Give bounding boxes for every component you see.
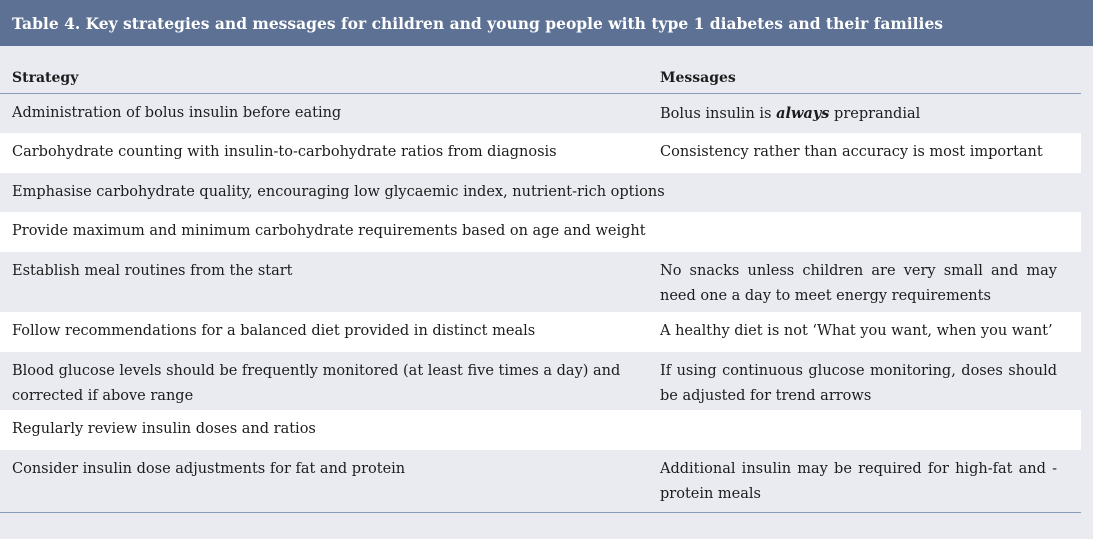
- message-cell: [660, 417, 1069, 443]
- header-messages: Messages: [660, 70, 736, 86]
- strategy-cell: Follow recommendations for a balanced di…: [12, 323, 536, 339]
- table-row: Administration of bolus insulin before e…: [0, 94, 1081, 133]
- table-header-row: Strategy Messages: [0, 46, 1081, 94]
- strategy-cell: Provide maximum and minimum carbohydrate…: [12, 223, 646, 239]
- message-cell: Bolus insulin is always preprandial: [660, 101, 1069, 126]
- strategy-cell: Administration of bolus insulin before e…: [12, 105, 342, 121]
- message-emphasis: always: [776, 105, 830, 122]
- message-cell: Additional insulin may be required for h…: [660, 461, 1057, 502]
- message-cell: Consistency rather than accuracy is most…: [660, 144, 1043, 160]
- message-text: preprandial: [829, 106, 921, 122]
- table-row: Establish meal routines from the start N…: [0, 252, 1081, 312]
- strategy-cell: Emphasise carbohydrate quality, encourag…: [12, 184, 665, 200]
- table-row: Carbohydrate counting with insulin-to-ca…: [0, 133, 1081, 173]
- message-cell: If using continuous glucose monitoring, …: [660, 363, 1057, 404]
- table-row: Regularly review insulin doses and ratio…: [0, 410, 1081, 450]
- strategy-cell: Carbohydrate counting with insulin-to-ca…: [12, 144, 557, 160]
- message-cell: [700, 180, 1069, 205]
- message-cell: A healthy diet is not ‘What you want, wh…: [660, 323, 1053, 339]
- strategy-cell: Establish meal routines from the start: [12, 263, 293, 279]
- table-row: Consider insulin dose adjustments for fa…: [0, 450, 1081, 513]
- table-title: Table 4. Key strategies and messages for…: [0, 0, 1093, 46]
- table-row: Provide maximum and minimum carbohydrate…: [0, 212, 1081, 252]
- strategy-cell: Consider insulin dose adjustments for fa…: [12, 461, 406, 477]
- table-row: Follow recommendations for a balanced di…: [0, 312, 1081, 352]
- message-cell: [660, 219, 1069, 245]
- message-text: Bolus insulin is: [660, 106, 777, 122]
- table-row: Blood glucose levels should be frequentl…: [0, 352, 1081, 410]
- header-strategy: Strategy: [12, 70, 79, 86]
- strategy-cell: Blood glucose levels should be frequentl…: [12, 363, 621, 404]
- table-row: Emphasise carbohydrate quality, encourag…: [0, 173, 1081, 212]
- strategy-cell: Regularly review insulin doses and ratio…: [12, 421, 316, 437]
- message-cell: No snacks unless children are very small…: [660, 263, 1057, 304]
- strategies-table: Strategy Messages Administration of bolu…: [0, 46, 1081, 513]
